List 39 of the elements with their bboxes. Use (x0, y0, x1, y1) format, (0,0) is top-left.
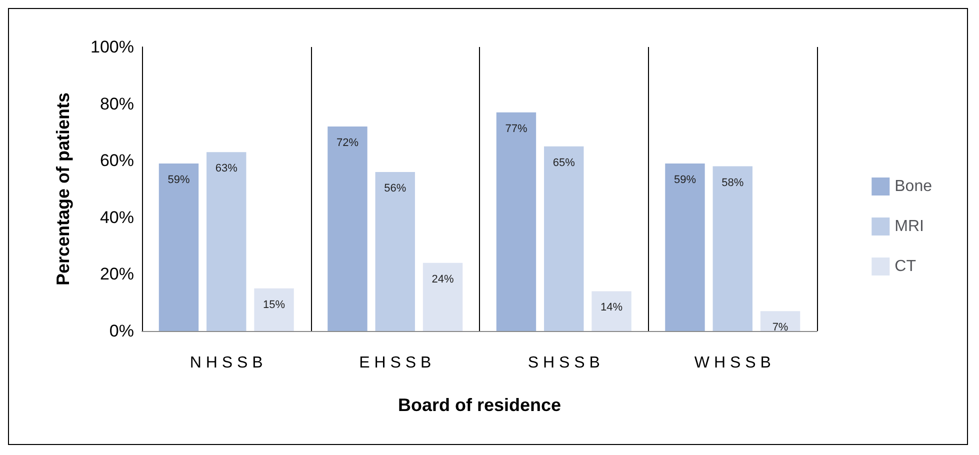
legend-label: Bone (894, 178, 932, 195)
legend-label: CT (894, 258, 916, 275)
data-label: 56% (384, 182, 406, 194)
data-label: 59% (168, 174, 190, 186)
bar (422, 262, 463, 331)
data-label: 7% (772, 322, 788, 334)
bar (158, 163, 199, 331)
data-label: 14% (600, 302, 623, 314)
y-tick-label: 80% (100, 94, 134, 114)
x-tick-label: E H S S B (359, 354, 432, 372)
y-tick-label: 100% (90, 38, 134, 56)
legend-label: MRI (894, 218, 924, 235)
data-label: 63% (215, 162, 238, 175)
x-tick-label: W H S S B (694, 354, 771, 372)
bar (712, 166, 752, 331)
bar (760, 311, 800, 331)
data-label: 58% (722, 176, 744, 189)
data-label: 65% (552, 156, 576, 169)
bar (496, 112, 536, 331)
bar (328, 126, 368, 331)
bar (206, 152, 246, 331)
data-label: 72% (336, 137, 359, 150)
x-tick-label: N H S S B (190, 354, 263, 372)
y-tick-label: 0% (109, 322, 134, 340)
data-label: 24% (432, 273, 454, 286)
x-tick-label: S H S S B (528, 354, 600, 372)
data-label: 77% (505, 122, 528, 135)
data-label: 59% (674, 174, 696, 186)
bar (375, 172, 415, 331)
y-tick-label: 60% (100, 151, 134, 170)
bar (665, 163, 705, 331)
bar (254, 288, 294, 331)
x-axis-title: Board of residence (398, 395, 562, 415)
y-tick-label: 20% (100, 264, 134, 284)
bar (544, 146, 584, 331)
y-axis-title: Percentage of patients (53, 92, 73, 286)
y-tick-label: 40% (100, 208, 134, 227)
bar (592, 291, 632, 331)
data-label: 15% (263, 298, 286, 311)
